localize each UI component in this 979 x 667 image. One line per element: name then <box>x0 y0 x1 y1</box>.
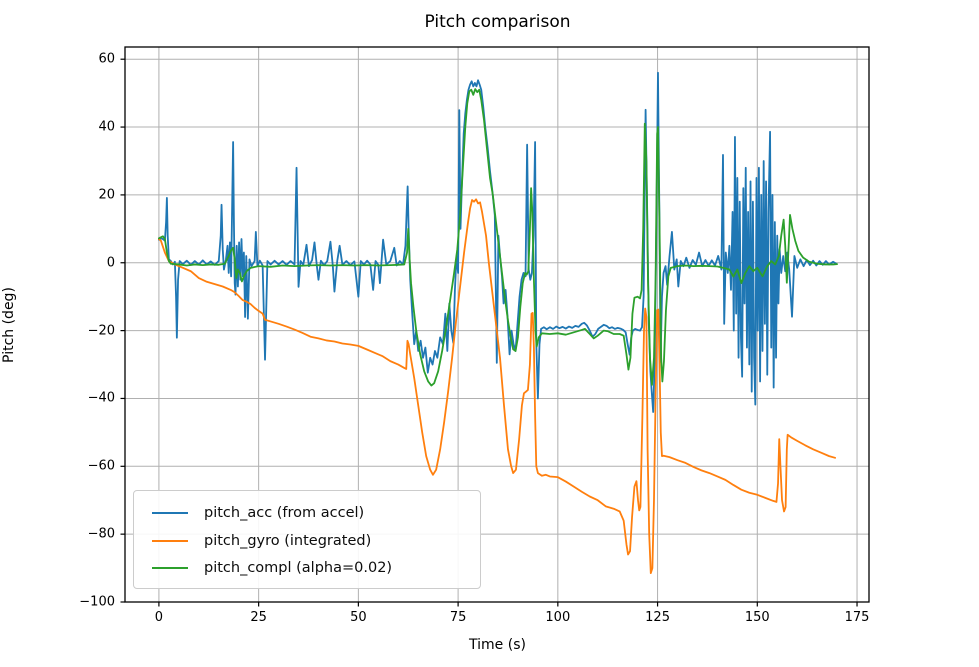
legend-line-orange <box>152 539 188 542</box>
legend-label: pitch_compl (alpha=0.02) <box>204 560 393 577</box>
y-tick-label: 0 <box>106 255 115 271</box>
axis-ticks <box>120 58 858 607</box>
y-tick-label: −100 <box>79 594 115 610</box>
y-tick-label: 60 <box>98 51 115 67</box>
series-line-2 <box>158 88 838 387</box>
legend-entry-pitch-gyro: pitch_gyro (integrated) <box>152 527 470 555</box>
x-tick-label: 125 <box>645 610 670 625</box>
legend-label: pitch_acc (from accel) <box>204 504 365 521</box>
x-tick-label: 25 <box>250 610 267 625</box>
y-tick-label: 20 <box>98 187 115 203</box>
legend-entry-pitch-acc: pitch_acc (from accel) <box>152 499 470 527</box>
x-tick-label: 150 <box>744 610 770 625</box>
x-tick-label: 175 <box>844 610 870 625</box>
legend-entry-pitch-compl: pitch_compl (alpha=0.02) <box>152 554 470 582</box>
axes-spines <box>124 46 870 603</box>
y-tick-label: −80 <box>87 526 115 542</box>
series-line-1 <box>158 198 836 575</box>
x-tick-label: 50 <box>350 610 367 625</box>
x-tick-label: 0 <box>154 610 164 625</box>
y-axis-label: Pitch (deg) <box>1 287 17 363</box>
plot-border <box>124 46 870 603</box>
legend-line-green <box>152 567 188 570</box>
x-tick-label: 75 <box>449 610 467 625</box>
legend-line-blue <box>152 511 188 514</box>
x-axis-label: Time (s) <box>469 637 526 653</box>
y-tick-label: −60 <box>87 458 115 474</box>
series-lines <box>158 71 838 575</box>
chart-title: Pitch comparison <box>424 12 571 32</box>
y-tick-label: 40 <box>98 119 115 135</box>
x-tick-label: 100 <box>545 610 571 625</box>
y-tick-label: −40 <box>87 390 115 406</box>
y-tick-label: −20 <box>87 323 115 339</box>
legend: pitch_acc (from accel) pitch_gyro (integ… <box>133 490 481 589</box>
legend-label: pitch_gyro (integrated) <box>204 532 372 549</box>
